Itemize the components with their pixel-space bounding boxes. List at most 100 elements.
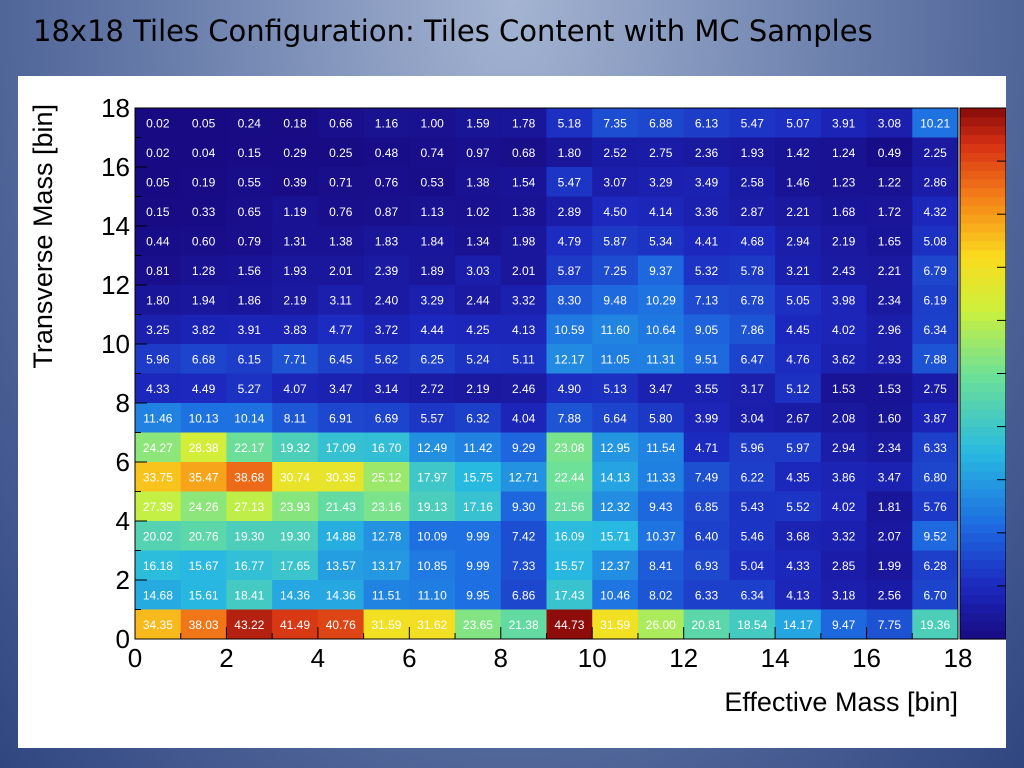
heatmap-cell (226, 462, 273, 492)
heatmap-cell (637, 580, 685, 610)
cell-value-label: 3.47 (649, 382, 673, 396)
heatmap-cell (180, 285, 227, 315)
cell-value-label: 1.54 (512, 175, 536, 189)
heatmap-cell (135, 491, 182, 522)
heatmap-cells: 0.02 0.05 0.24 0.18 0.66 1.16 1.00 1.59 1.78 5.18… (135, 108, 959, 640)
heatmap-cell (866, 137, 913, 168)
heatmap-cell (820, 167, 868, 197)
heatmap-cell (775, 196, 822, 227)
cell-value-label: 6.64 (603, 411, 627, 425)
heatmap-cell (729, 344, 776, 374)
cell-value-label: 1.19 (283, 205, 307, 219)
x-tick-label: 6 (402, 643, 416, 673)
cell-value-label: 15.61 (189, 588, 219, 602)
y-tick-label: 16 (101, 152, 130, 182)
cell-value-label: 38.03 (189, 618, 219, 632)
cell-value-label: 2.19 (832, 234, 856, 248)
heatmap-cell (637, 137, 685, 168)
heatmap-cell (226, 550, 273, 581)
cell-value-label: 6.69 (375, 411, 399, 425)
cell-value-label: 14.13 (600, 470, 630, 484)
cell-value-label: 5.11 (512, 352, 535, 366)
cell-value-label: 4.25 (466, 323, 490, 337)
cell-value-label: 24.27 (143, 441, 173, 455)
cell-value-label: 1.31 (283, 234, 307, 248)
cell-value-label: 7.35 (603, 116, 627, 130)
heatmap-cell (455, 255, 502, 286)
heatmap-cell (912, 550, 959, 581)
colorbar-segment (960, 382, 1006, 392)
heatmap-cell (775, 609, 822, 640)
cell-value-label: 4.13 (786, 588, 810, 602)
cell-value-label: 5.46 (741, 529, 765, 543)
cell-value-label: 3.03 (466, 264, 490, 278)
heatmap-cell (820, 550, 868, 581)
cell-value-label: 11.54 (646, 441, 675, 455)
heatmap-cell (455, 550, 502, 581)
cell-value-label: 4.49 (192, 382, 216, 396)
heatmap-cell (683, 403, 730, 433)
heatmap-cell (226, 108, 273, 138)
x-tick-label: 4 (311, 643, 325, 673)
heatmap-cell (546, 462, 593, 492)
cell-value-label: 6.91 (329, 411, 353, 425)
cell-value-label: 5.87 (558, 264, 582, 278)
colorbar-segment (960, 152, 1006, 162)
colorbar-segment (960, 391, 1006, 401)
colorbar-segment (960, 515, 1006, 525)
cell-value-label: 0.19 (192, 175, 216, 189)
cell-value-label: 15.67 (189, 559, 219, 573)
cell-value-label: 4.90 (558, 382, 582, 396)
heatmap-cell (363, 285, 410, 315)
heatmap-cell (317, 196, 365, 227)
cell-value-label: 1.59 (466, 116, 490, 130)
heatmap-cell (866, 580, 913, 610)
cell-value-label: 2.72 (421, 382, 445, 396)
cell-value-label: 4.33 (146, 382, 170, 396)
heatmap-cell (546, 432, 593, 463)
heatmap-cell (180, 491, 227, 522)
colorbar-segment (960, 231, 1006, 242)
cell-value-label: 0.05 (192, 116, 216, 130)
heatmap-cell (637, 226, 685, 256)
heatmap-cell (455, 432, 502, 463)
heatmap-cell (363, 373, 410, 404)
colorbar-segment (960, 178, 1006, 189)
cell-value-label: 7.75 (878, 618, 902, 632)
cell-value-label: 19.32 (280, 441, 310, 455)
cell-value-label: 3.21 (786, 264, 810, 278)
cell-value-label: 2.94 (832, 441, 856, 455)
cell-value-label: 0.76 (375, 175, 399, 189)
heatmap-cell (775, 137, 822, 168)
cell-value-label: 5.34 (649, 234, 673, 248)
heatmap-cell (363, 314, 410, 345)
cell-value-label: 17.65 (280, 559, 310, 573)
colorbar-segment (960, 373, 1006, 383)
cell-value-label: 3.98 (832, 293, 856, 307)
heatmap-cell (546, 167, 593, 197)
colorbar-segment (960, 400, 1006, 410)
cell-value-label: 1.24 (832, 146, 856, 160)
cell-value-label: 1.93 (283, 264, 307, 278)
colorbar-segment (960, 143, 1006, 153)
heatmap-cell (546, 609, 593, 640)
cell-value-label: 5.04 (741, 559, 765, 573)
cell-value-label: 0.44 (146, 234, 170, 248)
heatmap-cell (820, 609, 868, 640)
cell-value-label: 4.77 (329, 323, 353, 337)
heatmap-cell (135, 196, 182, 227)
heatmap-cell (912, 285, 959, 315)
cell-value-label: 9.47 (832, 618, 856, 632)
heatmap-cell (546, 550, 593, 581)
heatmap-cell (409, 344, 456, 374)
heatmap-cell (135, 403, 182, 433)
cell-value-label: 2.25 (923, 146, 947, 160)
colorbar-segment (960, 603, 1006, 614)
cell-value-label: 16.09 (554, 529, 584, 543)
cell-value-label: 6.79 (923, 264, 947, 278)
cell-value-label: 9.29 (512, 441, 536, 455)
heatmap-cell (363, 609, 410, 640)
cell-value-label: 6.88 (649, 116, 673, 130)
cell-value-label: 3.62 (832, 352, 856, 366)
heatmap-cell (546, 491, 593, 522)
